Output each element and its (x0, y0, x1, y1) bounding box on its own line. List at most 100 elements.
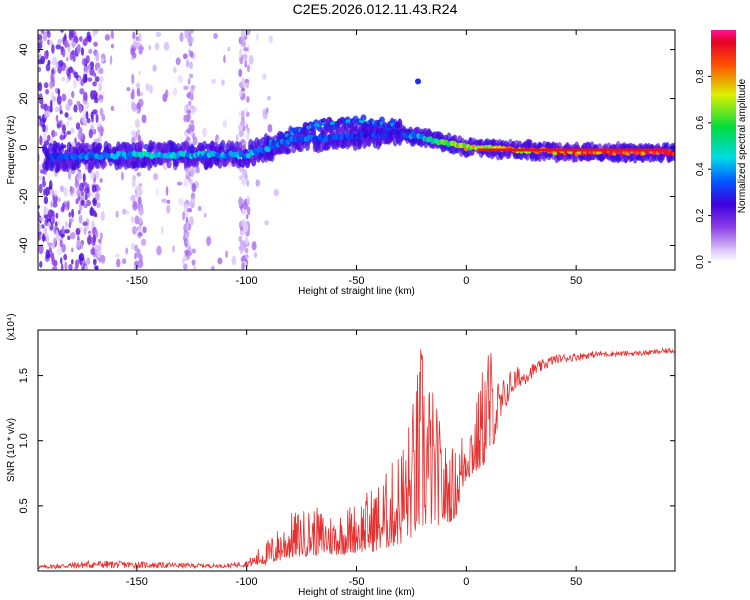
spectrogram-xtick-label: 50 (570, 275, 582, 287)
noise-blob (256, 179, 261, 187)
noise-blob (82, 221, 88, 227)
noise-blob (54, 221, 58, 228)
noise-blob (246, 64, 251, 73)
noise-blob (39, 261, 43, 268)
noise-blob (238, 175, 244, 181)
noise-blob (84, 186, 90, 194)
noise-blob (184, 252, 189, 257)
noise-blob (57, 197, 61, 203)
noise-blob (136, 102, 141, 110)
noise-blob (101, 91, 105, 96)
noise-blob (126, 86, 131, 92)
noise-blob (268, 34, 273, 44)
noise-blob (57, 220, 61, 227)
noise-blob (43, 206, 48, 216)
noise-blob (235, 134, 239, 144)
noise-blob (163, 41, 170, 51)
noise-blob (246, 130, 250, 137)
noise-blob (172, 87, 178, 97)
noise-blob (47, 221, 51, 228)
spectrogram-ytick-label: 40 (18, 43, 30, 55)
noise-blob (138, 207, 144, 216)
noise-blob (76, 171, 83, 181)
noise-blob (244, 236, 249, 245)
noise-blob (149, 84, 153, 94)
chart-title: C2E5.2026.012.11.43.R24 (292, 1, 458, 17)
noise-blob (138, 44, 144, 52)
noise-blob (95, 191, 100, 201)
noise-blob (137, 196, 142, 205)
noise-blob (240, 120, 246, 127)
noise-blob (67, 235, 71, 241)
noise-blob (140, 238, 147, 247)
noise-blob (61, 76, 66, 82)
snr-xtick-label: -100 (236, 576, 258, 588)
noise-blob (240, 87, 245, 92)
noise-blob (110, 105, 115, 111)
noise-blob (49, 80, 53, 90)
noise-blob (66, 130, 71, 135)
noise-blob (50, 200, 53, 208)
noise-blob (89, 48, 92, 53)
noise-blob (177, 74, 183, 84)
noise-blob (93, 30, 99, 35)
noise-blob (185, 222, 190, 227)
noise-blob (133, 264, 137, 270)
noise-blob (131, 179, 136, 189)
noise-blob (56, 123, 61, 129)
noise-blob (82, 73, 87, 84)
noise-blob (68, 211, 71, 218)
noise-blob (38, 231, 42, 236)
noise-blob (129, 195, 136, 201)
noise-blob (66, 121, 70, 127)
noise-blob (125, 247, 129, 255)
noise-blob (55, 114, 59, 122)
noise-blob (243, 222, 249, 233)
noise-blob (132, 52, 137, 59)
noise-blob (78, 126, 83, 134)
noise-blob (191, 248, 196, 254)
noise-blob (44, 110, 50, 119)
noise-blob (187, 78, 191, 86)
spectrogram-xtick-label: -150 (126, 275, 148, 287)
noise-blob (101, 57, 105, 63)
noise-blob (38, 175, 43, 181)
noise-blob (52, 194, 58, 204)
noise-blob (52, 241, 56, 249)
noise-blob (242, 53, 248, 60)
noise-blob (38, 118, 41, 124)
noise-blob (88, 233, 92, 244)
spectrogram-area (38, 30, 675, 270)
noise-blob (59, 134, 65, 141)
noise-blob (225, 250, 229, 259)
noise-blob (238, 68, 243, 78)
noise-blob (65, 103, 71, 111)
noise-blob (61, 124, 66, 134)
noise-blob (68, 30, 75, 37)
trace-halo (286, 147, 292, 154)
noise-blob (246, 196, 251, 206)
noise-blob (190, 167, 195, 178)
noise-blob (70, 127, 75, 134)
noise-blob (255, 32, 260, 41)
noise-blob (223, 54, 226, 64)
noise-blob (51, 96, 57, 102)
noise-blob (89, 207, 95, 217)
noise-blob (188, 201, 194, 208)
spectrogram-ytick-label: 0 (18, 144, 30, 150)
noise-blob (90, 192, 95, 197)
noise-blob (138, 253, 143, 263)
noise-blob (126, 210, 130, 216)
noise-blob (68, 66, 74, 74)
noise-blob (238, 235, 243, 242)
noise-blob (94, 230, 99, 238)
noise-blob (155, 31, 162, 38)
noise-blob (42, 233, 45, 243)
colorbar-tick-label: 0.8 (695, 69, 706, 83)
noise-blob (64, 220, 69, 229)
noise-blob (166, 204, 171, 214)
noise-blob (136, 188, 141, 198)
noise-blob (44, 186, 50, 197)
trace-branch (378, 116, 385, 124)
